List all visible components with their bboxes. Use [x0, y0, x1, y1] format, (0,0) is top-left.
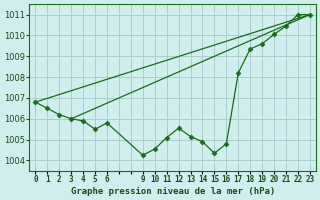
X-axis label: Graphe pression niveau de la mer (hPa): Graphe pression niveau de la mer (hPa) — [70, 187, 275, 196]
